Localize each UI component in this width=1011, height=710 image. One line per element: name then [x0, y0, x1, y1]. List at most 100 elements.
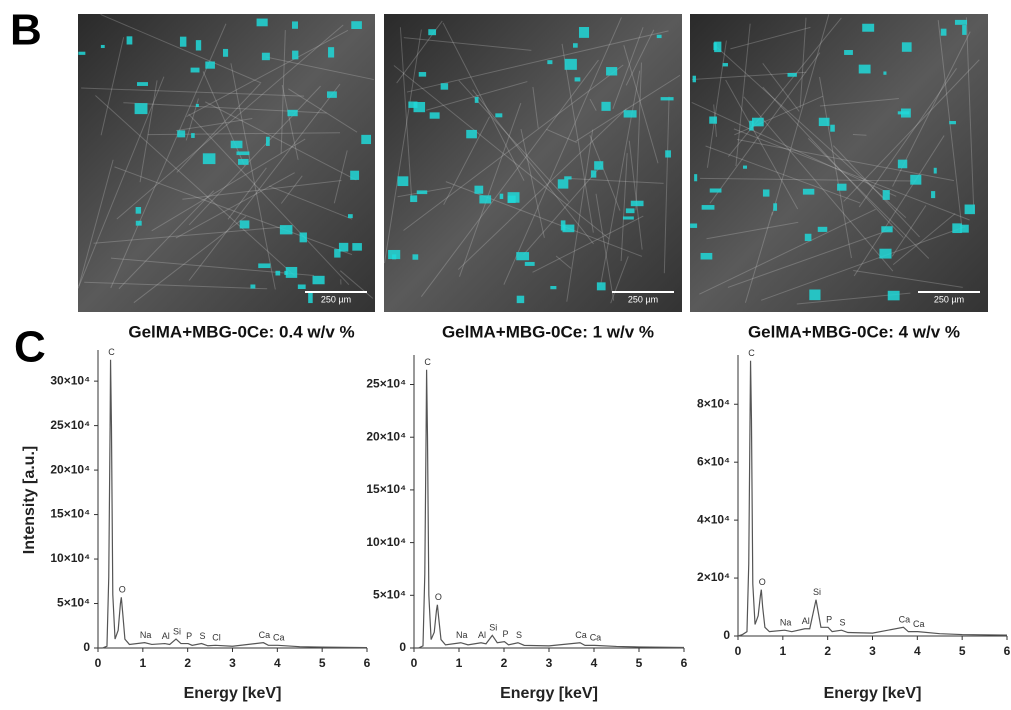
particle	[952, 223, 962, 233]
particle	[292, 51, 298, 60]
particle	[550, 286, 556, 289]
particle	[859, 65, 871, 74]
peak-label: Ca	[259, 630, 271, 640]
particle	[236, 151, 249, 155]
particle	[127, 36, 133, 44]
sem-image	[690, 14, 988, 312]
peak-label: Ca	[899, 615, 911, 625]
particle	[410, 195, 417, 202]
particle	[962, 25, 966, 35]
particle	[191, 68, 200, 73]
y-tick-label: 6×10⁴	[697, 454, 730, 468]
x-tick-label: 3	[229, 656, 236, 670]
particle	[694, 174, 697, 181]
x-tick-label: 1	[456, 656, 463, 670]
x-tick-label: 5	[959, 644, 966, 658]
particle	[575, 77, 581, 81]
particle	[547, 60, 552, 64]
peak-label: O	[435, 592, 442, 602]
particle	[101, 45, 105, 48]
particle	[844, 50, 853, 55]
particle	[883, 190, 890, 200]
x-tick-label: 5	[319, 656, 326, 670]
particle	[257, 19, 268, 27]
particle	[888, 291, 900, 301]
peak-label: Al	[162, 631, 170, 641]
particle	[898, 160, 907, 169]
peak-label: S	[516, 630, 522, 640]
y-tick-label: 8×10⁴	[697, 396, 730, 410]
particle	[334, 249, 340, 257]
particle	[591, 170, 596, 177]
y-tick-label: 30×10⁴	[50, 373, 90, 387]
peak-label: C	[108, 347, 115, 357]
particle	[941, 29, 947, 36]
particle	[879, 249, 891, 259]
particle	[196, 40, 201, 50]
particle	[665, 150, 671, 157]
x-axis-title: Energy [keV]	[824, 685, 922, 702]
peak-label: Ca	[575, 630, 587, 640]
y-tick-label: 25×10⁴	[50, 418, 90, 432]
scale-bar-label: 250 µm	[934, 294, 964, 304]
y-tick-label: 20×10⁴	[50, 462, 90, 476]
particle	[516, 252, 529, 260]
particle	[223, 49, 228, 57]
particle	[787, 73, 796, 77]
particle	[606, 67, 617, 75]
particle	[412, 254, 418, 259]
particle	[661, 97, 674, 100]
sem-image	[78, 14, 375, 312]
y-tick-label: 2×10⁴	[697, 570, 730, 584]
particle	[517, 296, 524, 303]
particle	[623, 216, 634, 219]
particle	[238, 159, 249, 165]
particle	[818, 227, 827, 232]
particle	[205, 62, 215, 69]
particle	[479, 195, 491, 203]
particle	[475, 97, 479, 103]
x-tick-label: 6	[1004, 644, 1011, 658]
particle	[701, 253, 713, 260]
particle	[830, 125, 835, 132]
spectrum	[414, 370, 684, 648]
peak-label: P	[186, 631, 192, 641]
y-tick-label: 0	[83, 640, 90, 654]
particle	[280, 225, 293, 234]
peak-label: O	[759, 577, 766, 587]
peak-label: Ca	[913, 619, 925, 629]
peak-label: Al	[478, 630, 486, 640]
peak-label: Na	[780, 618, 792, 628]
peak-label: Si	[489, 623, 497, 633]
particle	[901, 109, 911, 118]
particle	[266, 137, 270, 146]
figure: B C 250 µmGelMA+MBG-0Ce: 0.4 w/v %250 µm…	[0, 0, 1011, 705]
particle	[474, 186, 483, 194]
particle	[203, 153, 216, 164]
particle	[417, 190, 427, 194]
particle	[428, 29, 436, 35]
y-tick-label: 0	[399, 640, 406, 654]
peak-label: C	[748, 348, 755, 358]
peak-label: Ca	[590, 633, 602, 643]
particle	[702, 205, 715, 210]
particle	[196, 104, 199, 107]
particle	[137, 82, 148, 86]
particle	[466, 130, 477, 138]
particle	[565, 59, 577, 70]
particle	[177, 130, 185, 137]
particle	[564, 176, 571, 179]
particle	[631, 201, 644, 206]
particle	[910, 175, 921, 185]
particle	[837, 184, 846, 191]
y-tick-label: 10×10⁴	[50, 551, 90, 565]
panel-label: B	[10, 6, 42, 55]
peak-label: Al	[802, 616, 810, 626]
particle	[805, 234, 812, 241]
peak-label: P	[826, 615, 832, 625]
spectrum	[98, 360, 367, 648]
particle	[136, 221, 142, 226]
peak-label: Na	[140, 630, 152, 640]
particle	[723, 63, 728, 66]
peak-label: S	[200, 631, 206, 641]
